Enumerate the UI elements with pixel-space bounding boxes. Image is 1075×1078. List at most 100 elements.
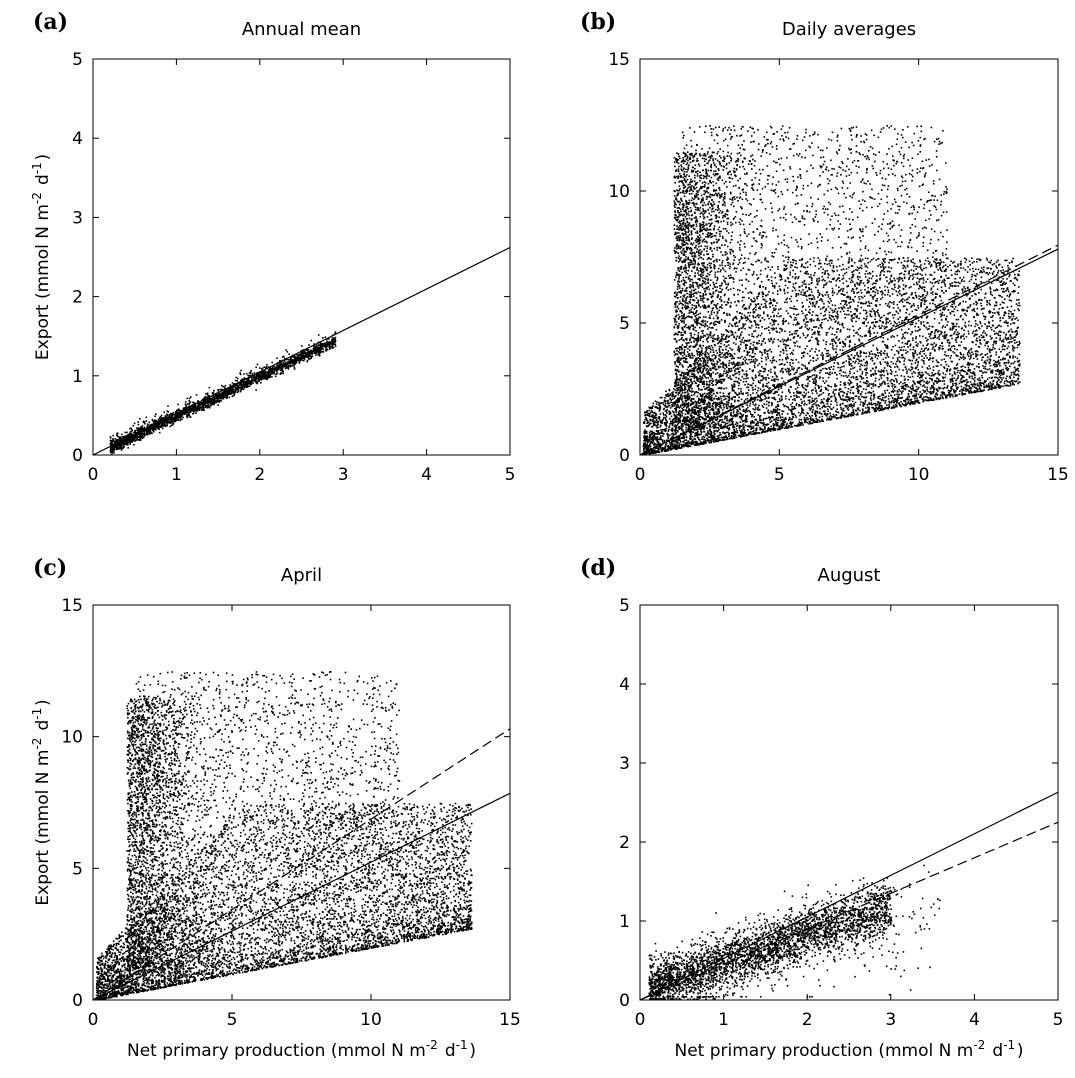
scatter-point (121, 441, 123, 443)
scatter-point (812, 419, 814, 422)
scatter-point (824, 382, 826, 384)
scatter-point (786, 353, 788, 356)
scatter-point (224, 396, 226, 398)
scatter-point (908, 359, 910, 361)
scatter-point (278, 364, 280, 367)
scatter-point (177, 419, 180, 421)
scatter-point (296, 358, 298, 360)
scatter-point (141, 425, 144, 427)
scatter-point (317, 350, 319, 352)
scatter-point (950, 269, 952, 272)
scatter-point (118, 447, 121, 450)
scatter-point (111, 447, 114, 450)
scatter-point (172, 418, 175, 420)
scatter-point (786, 413, 789, 415)
scatter-point (665, 405, 667, 407)
scatter-point (176, 419, 179, 421)
scatter-point (950, 305, 952, 308)
scatter-point (129, 442, 131, 444)
x-tick-label: 0 (88, 465, 99, 485)
scatter-point (1005, 362, 1007, 364)
scatter-point (826, 372, 829, 374)
scatter-point (664, 402, 667, 405)
scatter-point (124, 437, 127, 439)
scatter-point (883, 350, 886, 352)
scatter-point (648, 431, 651, 434)
scatter-point (800, 418, 802, 421)
scatter-point (249, 380, 251, 382)
scatter-point (809, 409, 811, 411)
scatter-point (682, 429, 684, 431)
scatter-point (808, 327, 811, 330)
scatter-point (208, 394, 210, 397)
scatter-point (118, 438, 120, 441)
scatter-point (169, 418, 171, 420)
scatter-point (228, 390, 231, 393)
solid-regression-line (93, 246, 510, 455)
scatter-point (917, 372, 920, 374)
scatter-point (929, 354, 931, 357)
scatter-point (265, 376, 267, 378)
scatter-point (908, 395, 911, 398)
scatter-point (182, 407, 185, 410)
scatter-point (687, 384, 690, 387)
scatter-point (893, 303, 895, 305)
scatter-point (698, 438, 700, 441)
scatter-point (255, 376, 258, 378)
scatter-point (939, 309, 942, 312)
scatter-point (874, 315, 877, 317)
scatter-point (988, 376, 991, 379)
scatter-point (971, 375, 973, 378)
scatter-point (164, 424, 166, 427)
scatter-point (264, 374, 266, 376)
scatter-point (796, 369, 798, 371)
scatter-point (304, 353, 307, 355)
scatter-point (204, 406, 206, 409)
scatter-point (647, 412, 650, 415)
scatter-point (160, 425, 163, 427)
scatter-point (701, 381, 703, 384)
scatter-point (783, 288, 785, 291)
scatter-point (836, 374, 838, 376)
scatter-point (780, 422, 783, 425)
scatter-point (795, 260, 797, 262)
scatter-point (303, 359, 305, 362)
scatter-point (334, 332, 336, 334)
scatter-point (792, 353, 794, 355)
scatter-point (185, 409, 188, 411)
scatter-point (711, 377, 714, 380)
scatter-point (1015, 368, 1017, 371)
scatter-point (992, 315, 994, 317)
scatter-point (232, 385, 234, 388)
scatter-point (687, 405, 690, 407)
scatter-point (848, 362, 851, 364)
scatter-point (836, 317, 839, 320)
scatter-point (204, 400, 207, 403)
scatter-point (737, 349, 739, 351)
scatter-point (239, 384, 241, 386)
scatter-point (783, 419, 785, 422)
scatter-point (231, 391, 233, 394)
scatter-point (982, 356, 984, 358)
scatter-point (920, 296, 922, 298)
scatter-point (935, 359, 938, 362)
scatter-point (139, 434, 142, 437)
scatter-point (808, 402, 811, 405)
scatter-point (329, 341, 332, 343)
scatter-point (968, 349, 970, 352)
scatter-point (877, 265, 879, 267)
scatter-point (969, 305, 971, 307)
scatter-point (188, 411, 190, 414)
scatter-point (748, 340, 750, 342)
scatter-point (824, 314, 826, 316)
scatter-point (121, 433, 123, 436)
scatter-point (174, 419, 177, 422)
scatter-point (863, 263, 866, 265)
scatter-point (199, 401, 202, 404)
scatter-point (694, 392, 696, 394)
scatter-point (678, 420, 680, 422)
scatter-point (899, 316, 901, 319)
scatter-point (728, 393, 730, 396)
scatter-point (845, 406, 847, 408)
scatter-point (871, 359, 874, 362)
